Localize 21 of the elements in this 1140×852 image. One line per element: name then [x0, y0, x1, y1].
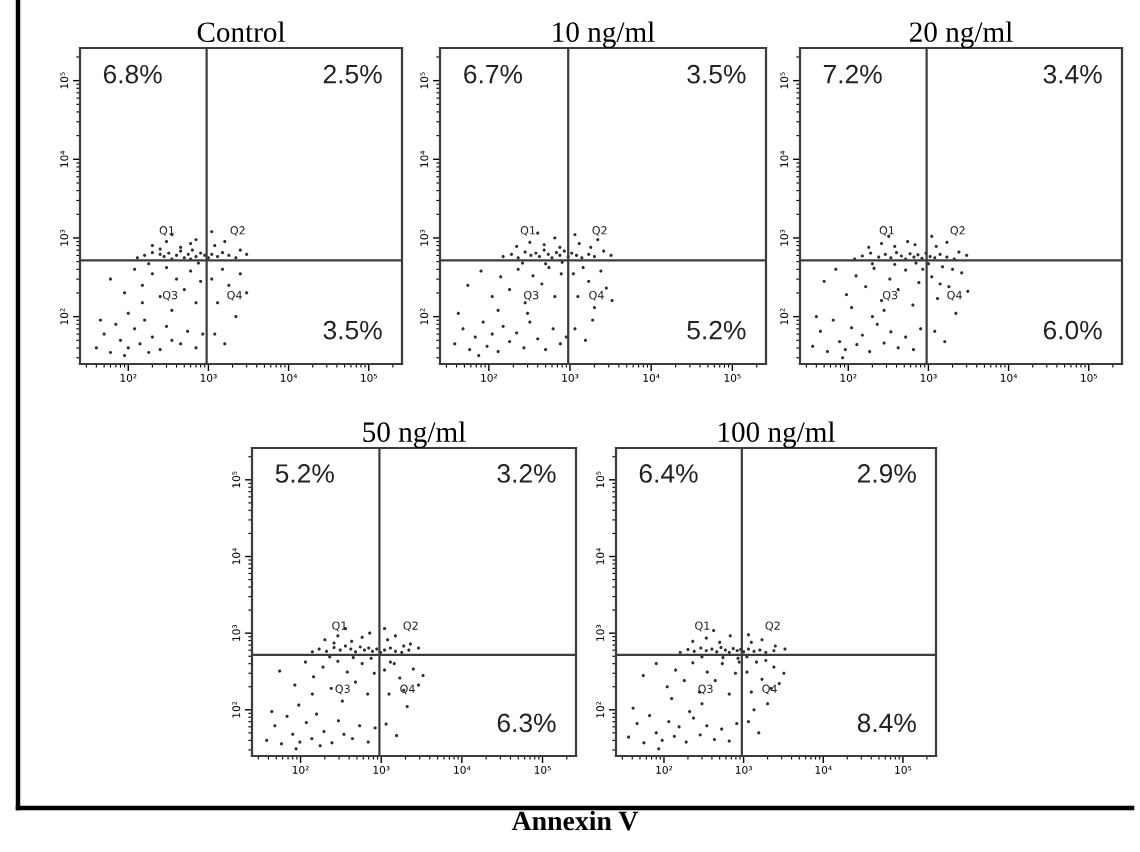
- annotation: 6.7%: [464, 64, 523, 84]
- annotation: 3.4%: [1043, 64, 1102, 84]
- annotation: 5.2%: [275, 464, 334, 483]
- chart-title: Control: [197, 21, 285, 43]
- annotation: 6.4%: [639, 464, 698, 483]
- annotation: 3.5%: [687, 64, 746, 84]
- annotation: 3.2%: [497, 464, 556, 483]
- annotation: 2.9%: [857, 464, 916, 483]
- annotation: 6.3%: [497, 713, 556, 733]
- chart-title: 100 ng/ml: [719, 421, 835, 448]
- annotation: 8.4%: [857, 713, 916, 733]
- chart-title: 20 ng/ml: [910, 21, 1013, 48]
- text: Annexin V: [511, 810, 639, 831]
- annotation: 7.2%: [823, 64, 882, 84]
- annotation: 6.8%: [103, 64, 162, 84]
- chart-title: 50 ng/ml: [363, 421, 466, 448]
- annotation: 6.0%: [1043, 320, 1102, 340]
- annotation: 2.5%: [323, 64, 382, 84]
- chart-title: 10 ng/ml: [553, 21, 655, 48]
- annotation: 5.2%: [687, 320, 746, 340]
- annotation: 3.5%: [323, 320, 382, 340]
